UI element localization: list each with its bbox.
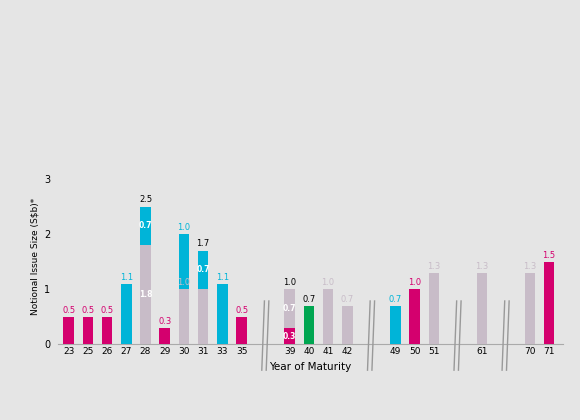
Text: 0.7: 0.7 xyxy=(340,294,354,304)
Text: 0.5: 0.5 xyxy=(81,306,95,315)
Text: 1.7: 1.7 xyxy=(197,239,210,249)
Text: 1.0: 1.0 xyxy=(177,278,190,287)
Bar xyxy=(284,289,295,328)
Text: 0.7: 0.7 xyxy=(389,294,402,304)
Text: 0.7: 0.7 xyxy=(139,221,152,231)
Bar xyxy=(179,289,189,344)
Bar xyxy=(477,273,487,344)
Bar xyxy=(82,317,93,344)
Text: 1.1: 1.1 xyxy=(216,273,229,281)
Bar xyxy=(323,289,333,344)
Text: 1.0: 1.0 xyxy=(283,278,296,287)
Bar xyxy=(160,328,170,344)
Text: 1.0: 1.0 xyxy=(321,278,335,287)
Bar xyxy=(217,284,227,344)
Text: 0.3: 0.3 xyxy=(283,332,296,341)
Bar xyxy=(409,289,420,344)
Text: 1.3: 1.3 xyxy=(475,262,488,270)
Text: 1.8: 1.8 xyxy=(139,290,152,299)
Text: 1.3: 1.3 xyxy=(427,262,440,270)
Text: 1.0: 1.0 xyxy=(408,278,421,287)
Y-axis label: Notional Issue Size (S$b)*: Notional Issue Size (S$b)* xyxy=(31,197,40,315)
Bar xyxy=(303,306,314,344)
Bar xyxy=(236,317,247,344)
Bar xyxy=(140,245,151,344)
Text: 1.1: 1.1 xyxy=(119,273,133,281)
Text: 0.7: 0.7 xyxy=(302,294,316,304)
Bar xyxy=(198,251,208,289)
Text: 1.3: 1.3 xyxy=(523,262,536,270)
Text: 0.5: 0.5 xyxy=(100,306,114,315)
Bar xyxy=(63,317,74,344)
Text: 0.5: 0.5 xyxy=(235,306,248,315)
Bar xyxy=(121,284,132,344)
Text: 0.7: 0.7 xyxy=(283,304,296,313)
Bar xyxy=(284,328,295,344)
Bar xyxy=(390,306,401,344)
Bar xyxy=(544,262,554,344)
Bar xyxy=(140,207,151,245)
Bar xyxy=(179,234,189,289)
Bar xyxy=(342,306,353,344)
X-axis label: Year of Maturity: Year of Maturity xyxy=(269,362,351,372)
Text: 1.0: 1.0 xyxy=(177,223,190,232)
Text: 0.3: 0.3 xyxy=(158,317,171,326)
Bar xyxy=(429,273,439,344)
Text: 1.5: 1.5 xyxy=(542,250,556,260)
Text: 0.7: 0.7 xyxy=(197,265,210,275)
Text: 2.5: 2.5 xyxy=(139,195,152,205)
Text: 0.5: 0.5 xyxy=(62,306,75,315)
Bar xyxy=(198,289,208,344)
Bar xyxy=(525,273,535,344)
Bar xyxy=(102,317,113,344)
